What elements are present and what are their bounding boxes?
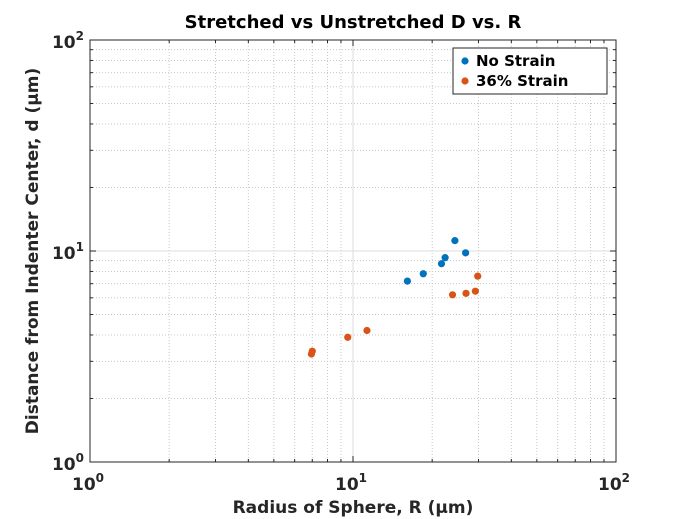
chart-title: Stretched vs Unstretched D vs. R [185,12,522,33]
legend-label-no-strain: No Strain [476,52,555,70]
x-axis-title: Radius of Sphere, R (μm) [233,498,474,518]
y-tick-label: 102 [52,29,84,53]
x-tick-labels: 100 101 102 [72,471,630,495]
legend-marker-no-strain [461,57,469,65]
x-tick-label: 102 [598,471,630,495]
data-point-series-0 [441,254,449,262]
data-point-series-1 [344,333,352,341]
data-point-series-1 [448,291,457,299]
y-tick-label: 101 [52,240,84,264]
data-point-series-0 [461,249,470,257]
legend-marker-36-strain [461,77,469,85]
plot-frame [89,39,617,463]
data-point-series-1 [308,347,316,355]
data-point-series-1 [462,289,470,297]
x-tick-label: 100 [72,471,104,495]
data-point-series-0 [451,237,459,245]
data-point-series-1 [471,287,479,295]
data-point-series-1 [363,326,371,335]
y-tick-label: 100 [52,451,84,475]
plot-area [89,39,617,463]
data-point-series-0 [419,270,427,278]
data-points [307,237,482,358]
legend: No Strain 36% Strain [452,47,608,95]
y-tick-labels: 100 101 102 [52,29,84,475]
y-axis-title: Distance from Indenter Center, d (μm) [23,68,43,434]
legend-label-36-strain: 36% Strain [476,72,568,90]
data-point-series-1 [474,272,482,280]
legend-box [452,47,608,95]
data-point-series-0 [403,277,411,285]
x-tick-label: 101 [335,471,367,495]
data-point-series-0 [437,260,446,268]
